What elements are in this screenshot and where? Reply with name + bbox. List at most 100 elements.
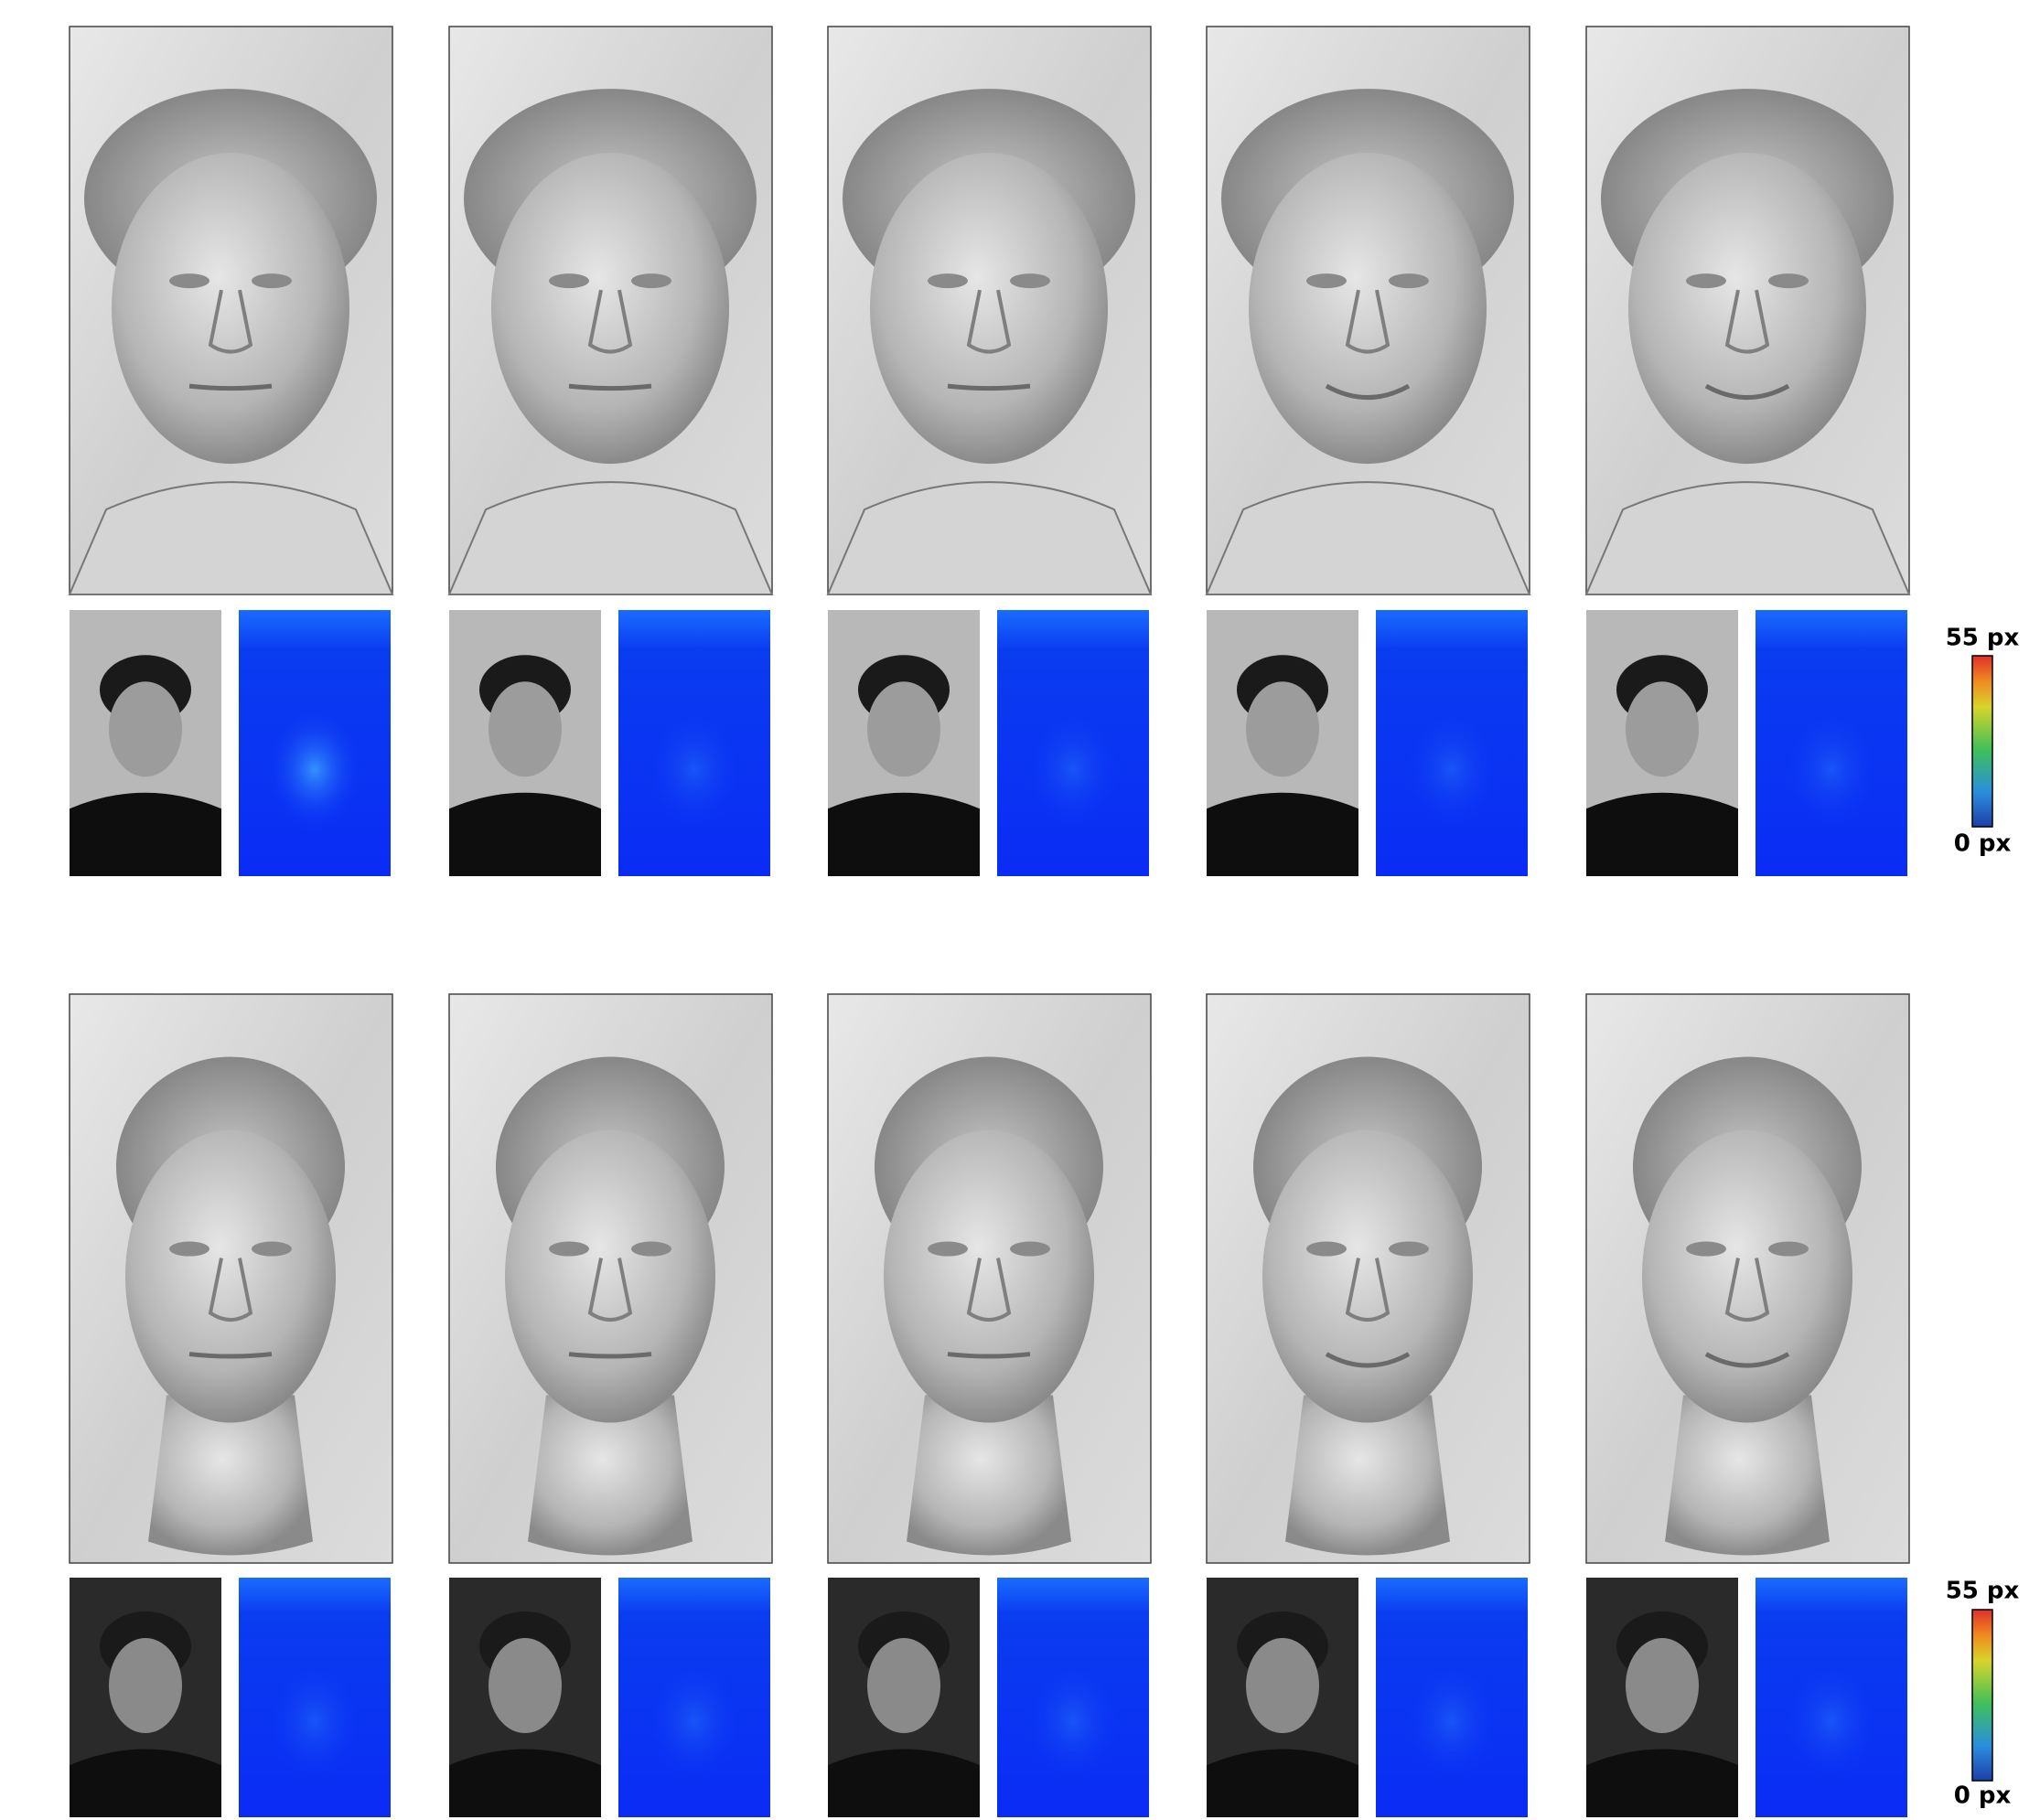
error-map <box>618 610 770 876</box>
eye-right <box>1768 1242 1809 1257</box>
colorbar-max-label: 55 px <box>1946 1578 2020 1605</box>
error-map <box>1755 610 1907 876</box>
face <box>884 1130 1094 1423</box>
eye-left <box>928 1242 968 1257</box>
eye-left <box>1306 273 1347 288</box>
photo-face <box>109 1638 182 1733</box>
error-hotspot <box>264 706 365 834</box>
error-map <box>618 1578 770 1817</box>
mouth <box>569 386 651 389</box>
face <box>1249 153 1487 464</box>
photo-body <box>828 793 980 876</box>
face <box>125 1130 336 1423</box>
input-photo <box>1207 610 1358 876</box>
colorbar-min-label: 0 px <box>1954 830 2012 858</box>
error-hotspot <box>644 1657 745 1785</box>
colorbar <box>1972 1610 1992 1781</box>
mesh-render <box>70 994 392 1563</box>
colorbar-max-label: 55 px <box>1946 625 2020 652</box>
photo-face <box>867 1638 940 1733</box>
input-photo <box>1586 1578 1738 1817</box>
photo-face <box>867 681 940 776</box>
photo-face <box>109 681 182 776</box>
mesh-render <box>449 27 772 594</box>
error-map <box>239 610 391 876</box>
mesh-render <box>1586 27 1909 594</box>
error-map <box>1376 1578 1528 1817</box>
mesh-render <box>449 994 772 1563</box>
eye-left <box>549 273 589 288</box>
error-map <box>239 1578 391 1817</box>
photo-body <box>70 1750 221 1817</box>
eye-right <box>1768 273 1809 288</box>
photo-body <box>1586 793 1738 876</box>
error-hotspot <box>264 1657 365 1785</box>
mouth <box>948 386 1030 389</box>
face <box>112 153 349 464</box>
face <box>1628 153 1866 464</box>
photo-body <box>1207 793 1358 876</box>
eye-left <box>549 1242 589 1257</box>
eye-right <box>631 1242 671 1257</box>
error-hotspot <box>1023 1657 1123 1785</box>
eye-right <box>1010 1242 1050 1257</box>
eye-right <box>631 273 671 288</box>
error-hotspot <box>1781 1657 1882 1785</box>
eye-left <box>928 273 968 288</box>
face <box>1262 1130 1473 1423</box>
eye-left <box>169 273 209 288</box>
mesh-render <box>1207 994 1530 1563</box>
mouth <box>189 386 272 389</box>
mesh-render <box>828 994 1151 1563</box>
eye-right <box>252 1242 292 1257</box>
eye-left <box>169 1242 209 1257</box>
eye-left <box>1686 1242 1726 1257</box>
colorbar-min-label: 0 px <box>1954 1783 2012 1810</box>
error-map <box>1755 1578 1907 1817</box>
error-hotspot <box>644 706 745 834</box>
input-photo <box>1207 1578 1358 1817</box>
input-photo <box>828 1578 980 1817</box>
error-hotspot <box>1781 706 1882 834</box>
photo-face <box>1246 1638 1319 1733</box>
photo-face <box>489 681 562 776</box>
photo-body <box>1586 1750 1738 1817</box>
photo-body <box>828 1750 980 1817</box>
eye-right <box>1389 273 1429 288</box>
face <box>505 1130 715 1423</box>
colorbar <box>1972 656 1992 827</box>
error-map <box>997 610 1149 876</box>
eye-right <box>1010 273 1050 288</box>
mouth <box>189 1354 272 1357</box>
error-hotspot <box>1401 706 1502 834</box>
mesh-render <box>828 27 1151 594</box>
mesh-render <box>1586 994 1909 1563</box>
input-photo <box>828 610 980 876</box>
photo-body <box>70 793 221 876</box>
mouth <box>948 1354 1030 1357</box>
eye-right <box>1389 1242 1429 1257</box>
mouth <box>569 1354 651 1357</box>
photo-face <box>1626 1638 1699 1733</box>
face <box>1642 1130 1852 1423</box>
photo-body <box>1207 1750 1358 1817</box>
photo-face <box>1246 681 1319 776</box>
input-photo <box>70 1578 221 1817</box>
input-photo <box>449 610 601 876</box>
mesh-render <box>1207 27 1530 594</box>
input-photo <box>449 1578 601 1817</box>
error-hotspot <box>1401 1657 1502 1785</box>
error-hotspot <box>1023 706 1123 834</box>
mesh-render <box>70 27 392 594</box>
photo-body <box>449 793 601 876</box>
photo-body <box>449 1750 601 1817</box>
eye-left <box>1306 1242 1347 1257</box>
error-map <box>1376 610 1528 876</box>
input-photo <box>70 610 221 876</box>
figure: 55 px 0 px 55 px 0 px <box>0 0 2040 1820</box>
face <box>491 153 729 464</box>
eye-left <box>1686 273 1726 288</box>
face <box>870 153 1108 464</box>
eye-right <box>252 273 292 288</box>
photo-face <box>489 1638 562 1733</box>
